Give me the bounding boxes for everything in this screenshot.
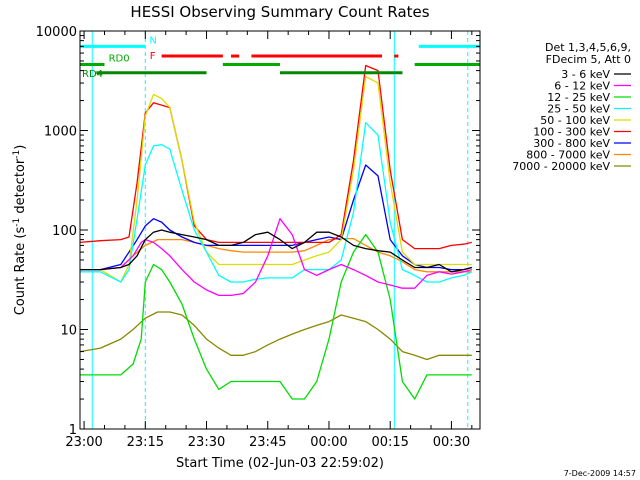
series-line-6-12-kev-kev xyxy=(80,218,472,297)
flag-label-rd0: RD0 xyxy=(109,54,130,65)
series-line-25-50-kev-kev xyxy=(80,121,473,283)
y-tick-label: 1 xyxy=(69,423,77,438)
x-tick-label: 00:30 xyxy=(433,435,470,450)
legend-label-25-50-kev: 25 - 50 keV xyxy=(547,103,610,116)
legend: Det 1,3,4,5,6,9, FDecim 5, Att 0 3 - 6 k… xyxy=(512,41,631,173)
x-axis-label: Start Time (02-Jun-03 22:59:02) xyxy=(176,456,384,471)
plot-area: NF RD0 RD4 xyxy=(80,31,480,429)
series-line-7000-20000-kev-kev xyxy=(80,311,472,361)
legend-label-50-100-kev: 50 - 100 keV xyxy=(540,114,610,127)
flag-label-rd4: RD4 xyxy=(82,69,103,80)
x-tick-label: 23:30 xyxy=(188,435,225,450)
legend-label-6-12-kev: 6 - 12 keV xyxy=(554,80,610,93)
x-tick-label: 23:00 xyxy=(65,435,102,450)
x-tick-label: 00:00 xyxy=(310,435,347,450)
x-tick-label: 23:45 xyxy=(249,435,286,450)
y-tick-label: 100 xyxy=(52,224,77,239)
y-axis: 1 10 100 1000 10000 xyxy=(36,25,480,438)
legend-label-3-6-kev: 3 - 6 keV xyxy=(561,68,610,81)
flag-label-n: N xyxy=(149,35,156,46)
y-tick-label: 10000 xyxy=(36,25,77,40)
y-tick-label: 1000 xyxy=(44,125,77,140)
legend-header-line-1: Det 1,3,4,5,6,9, xyxy=(545,41,631,54)
legend-header-line-2: FDecim 5, Att 0 xyxy=(546,53,631,66)
series-line-3-6-kev-kev xyxy=(80,229,472,273)
x-tick-label: 23:15 xyxy=(127,435,164,450)
legend-label-12-25-kev: 12 - 25 keV xyxy=(547,91,610,104)
legend-label-300-800-kev: 300 - 800 keV xyxy=(533,137,610,150)
series-line-100-300-kev-kev xyxy=(80,64,472,250)
x-axis: 23:00 23:15 23:30 23:45 00:00 00:15 00:30 xyxy=(65,31,473,450)
legend-label-100-300-kev: 100 - 300 keV xyxy=(533,126,610,139)
series-line-300-800-kev-kev xyxy=(80,164,472,271)
series-line-12-25-kev-kev xyxy=(80,233,472,400)
y-axis-label: Count Rate (s-1 detector-1) xyxy=(12,145,28,316)
x-tick-label: 00:15 xyxy=(371,435,408,450)
flag-label-f: F xyxy=(150,51,156,62)
series-line-800-7000-kev-kev xyxy=(80,237,472,273)
footer-timestamp: 7-Dec-2009 14:57 xyxy=(564,469,636,478)
legend-label-7000-20000-kev: 7000 - 20000 keV xyxy=(512,160,610,173)
series-line-50-100-kev-kev xyxy=(80,75,472,283)
chart-title: HESSI Observing Summary Count Rates xyxy=(130,3,429,21)
plot-content xyxy=(80,31,480,429)
legend-label-800-7000-kev: 800 - 7000 keV xyxy=(526,149,610,162)
y-tick-label: 10 xyxy=(60,324,77,339)
